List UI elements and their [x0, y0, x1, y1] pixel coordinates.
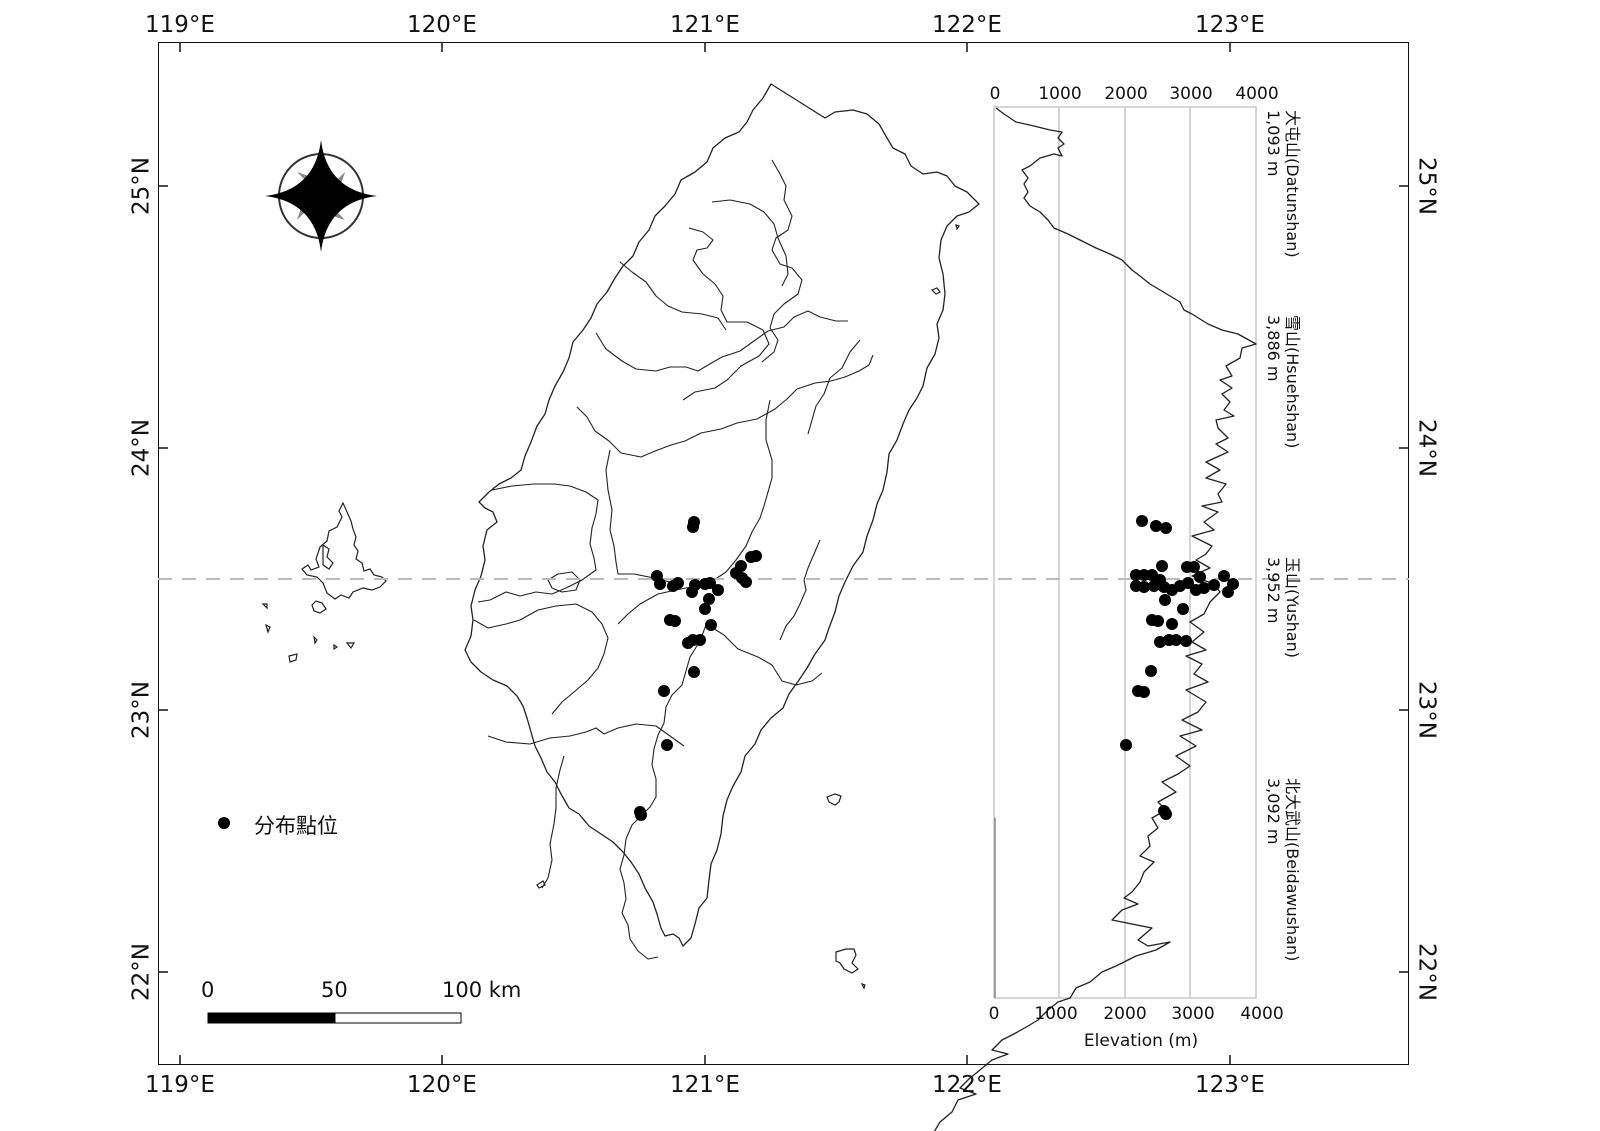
- elevation-tick-top: 2000: [1104, 84, 1148, 104]
- elevation-tick-top: 1000: [1038, 84, 1082, 104]
- elevation-profile-line: [933, 107, 1257, 1131]
- lat-label-right: 25°N: [1413, 157, 1440, 215]
- elevation-tick-bottom: 4000: [1240, 1004, 1284, 1024]
- lon-label-bottom: 121°E: [670, 1072, 740, 1098]
- peak-name: 北大武山(Beidawushan): [1283, 778, 1302, 962]
- elevation-tick-bottom: 1000: [1034, 1004, 1078, 1024]
- elevation-tick-top: 0: [989, 84, 1001, 104]
- lon-label-bottom: 120°E: [407, 1072, 477, 1098]
- taiwan-outline: [464, 83, 980, 947]
- scale-bar: [207, 1012, 462, 1024]
- lat-label-right: 22°N: [1413, 943, 1440, 1001]
- elevation-tick-bottom: 3000: [1171, 1004, 1215, 1024]
- lon-label-bottom: 122°E: [932, 1072, 1002, 1098]
- scale-label-0: 0: [201, 978, 215, 1002]
- map-occurrence-points: [634, 516, 762, 821]
- county-boundaries: [473, 159, 874, 960]
- lat-label-right: 24°N: [1413, 419, 1440, 477]
- peak-label-datunshan: 大屯山(Datunshan) 1,093 m: [1264, 110, 1302, 258]
- peak-elevation: 3,952 m: [1264, 557, 1283, 624]
- peak-name: 大屯山(Datunshan): [1283, 110, 1302, 258]
- lon-label-top: 123°E: [1195, 12, 1265, 38]
- scale-label-100km: 100 km: [442, 978, 522, 1002]
- peak-label-yushan: 玉山(Yushan) 3,952 m: [1264, 557, 1302, 658]
- peak-label-beidawushan: 北大武山(Beidawushan) 3,092 m: [1264, 778, 1302, 961]
- lon-label-bottom: 123°E: [1195, 1072, 1265, 1098]
- peak-elevation: 1,093 m: [1264, 110, 1283, 177]
- lon-label-top: 120°E: [407, 12, 477, 38]
- penghu-islands: [261, 501, 387, 663]
- map-frame: [158, 42, 1409, 1065]
- lat-label-left: 25°N: [128, 157, 155, 215]
- elevation-axis-label: Elevation (m): [1083, 1031, 1199, 1051]
- elevation-profile-grid: [993, 106, 1257, 999]
- elevation-tick-top: 3000: [1169, 84, 1213, 104]
- lon-label-top: 119°E: [145, 12, 215, 38]
- small-islands: [536, 224, 960, 990]
- peak-elevation: 3,886 m: [1264, 315, 1283, 382]
- lon-label-top: 122°E: [932, 12, 1002, 38]
- frame-ticks: [158, 42, 1409, 1065]
- elevation-tick-top: 4000: [1235, 84, 1279, 104]
- peak-name: 玉山(Yushan): [1283, 557, 1302, 658]
- legend-label: 分布點位: [254, 814, 338, 838]
- profile-occurrence-points: [1120, 515, 1239, 820]
- compass-rose-icon: [265, 140, 377, 252]
- elevation-tick-bottom: 0: [988, 1004, 1000, 1024]
- lon-label-top: 121°E: [670, 12, 740, 38]
- lat-label-left: 24°N: [128, 419, 155, 477]
- legend-point-symbol: [218, 817, 230, 829]
- scale-label-50: 50: [321, 978, 348, 1002]
- peak-elevation: 3,092 m: [1264, 778, 1283, 845]
- elevation-tick-bottom: 2000: [1103, 1004, 1147, 1024]
- peak-label-hsuehshan: 雪山(Hsuehshan) 3,886 m: [1264, 315, 1302, 448]
- lat-label-left: 23°N: [128, 681, 155, 739]
- peak-name: 雪山(Hsuehshan): [1283, 315, 1302, 449]
- lon-label-bottom: 119°E: [145, 1072, 215, 1098]
- lat-label-left: 22°N: [128, 943, 155, 1001]
- lat-label-right: 23°N: [1413, 681, 1440, 739]
